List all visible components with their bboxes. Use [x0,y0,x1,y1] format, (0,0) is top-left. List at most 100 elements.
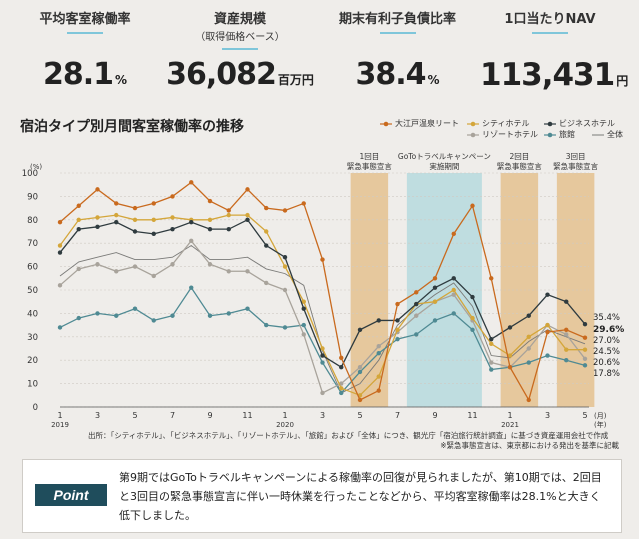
point-ryokan [564,358,569,363]
point-oedo [414,290,419,295]
kpi-value: 38.4% [355,57,440,92]
point-resort [245,269,250,274]
y-tick-label: 80 [27,216,38,226]
point-ryokan [226,311,231,316]
kpi-divider [532,32,568,34]
kpi-label: 平均客室稼働率 [39,12,131,27]
point-city [245,212,250,218]
point-ryokan [95,311,100,316]
point-oedo [507,365,513,370]
point-oedo [189,180,194,185]
band-label: 2回目 [509,152,529,161]
point-biz [207,226,213,232]
x-tick-label: 11 [467,411,477,420]
kpi-ltv: 期末有利子負債比率 38.4% [330,8,465,90]
legend-marker [544,132,556,137]
kpi-label: 期末有利子負債比率 [338,12,456,27]
kpi-value: 28.1% [42,57,128,92]
point-biz [245,217,250,222]
band-label: 緊急事態宣言 [497,161,542,171]
year-label: 2019 [51,421,69,429]
y-tick-label: 60 [27,263,38,273]
point-resort [489,360,494,365]
kpi-divider [67,32,103,34]
point-city [376,374,381,379]
point-ryokan [207,313,213,318]
point-oedo [95,187,100,192]
emergency-note: ※緊急事態宣言は、東京都における発出を基準に記載 [440,441,619,450]
y-tick-label: 50 [27,286,38,296]
point-biz [132,229,138,234]
kpi-divider [222,48,258,50]
x-tick-label: 7 [395,411,400,420]
point-ryokan [151,318,156,323]
legend-item-ryokan: 旅館 [544,129,575,140]
point-city [451,287,456,293]
legend-marker [467,132,479,137]
point-ryokan [76,315,81,321]
point-city [57,243,63,248]
point-ryokan [451,311,456,316]
point-resort [320,390,325,396]
legend-label: 全体 [607,130,623,139]
end-label-all: 27.0% [593,336,620,346]
legend-marker [467,121,479,126]
point-biz [264,243,269,248]
y-tick-label: 70 [27,239,38,249]
point-oedo [545,329,550,335]
point-resort [207,262,213,267]
point-biz [151,231,156,237]
legend-item-resort: リゾートホテル [467,129,538,140]
end-label-city: 24.5% [593,347,620,357]
legend-label: 旅館 [559,130,575,139]
point-resort [357,365,363,370]
point-resort [301,332,306,337]
x-tick-label: 1 [282,411,287,420]
point-city [432,299,438,304]
point-city [170,215,175,220]
point-ryokan [357,369,363,375]
point-oedo [357,397,363,403]
x-tick-label: 1 [507,411,512,420]
kpi-label: 1口当たりNAV [504,12,596,27]
point-city [470,315,475,321]
kpi-nav: 1口当たりNAV 113,431 円 [480,8,628,91]
point-oedo [114,201,119,206]
point-oedo [582,335,588,340]
point-ryokan [526,360,531,365]
band-label: 緊急事態宣言 [553,161,598,171]
point-biz [76,226,81,232]
point-ryokan [489,367,494,372]
kpi-value: 113,431 円 [480,57,629,93]
point-oedo [301,201,306,206]
point-city [114,212,119,218]
point-biz [226,226,231,232]
year-label: 2021 [501,421,519,429]
point-oedo [57,219,63,225]
legend-item-all: 全体 [592,129,623,140]
point-oedo [170,194,175,199]
point-oedo [245,187,250,192]
point-ryokan [245,306,250,311]
point-biz [57,250,63,255]
legend-label: リゾートホテル [482,130,538,139]
x-tick-label: 9 [207,411,212,420]
point-city [282,264,288,269]
point-city [582,347,588,352]
point-biz [357,327,363,332]
legend-item-city: シティホテル [467,118,530,129]
point-oedo [526,397,531,403]
point-resort [226,269,231,274]
point-city [564,347,569,352]
point-city [76,217,81,222]
point-oedo [76,203,81,208]
y-unit-label: (%) [30,163,42,171]
point-oedo [226,208,231,213]
point-biz [114,219,119,225]
point-oedo [395,301,400,307]
point-resort [151,273,156,279]
point-biz [376,318,381,323]
point-city [395,327,400,332]
legend-label: ビジネスホテル [559,119,615,128]
point-oedo [376,388,381,393]
